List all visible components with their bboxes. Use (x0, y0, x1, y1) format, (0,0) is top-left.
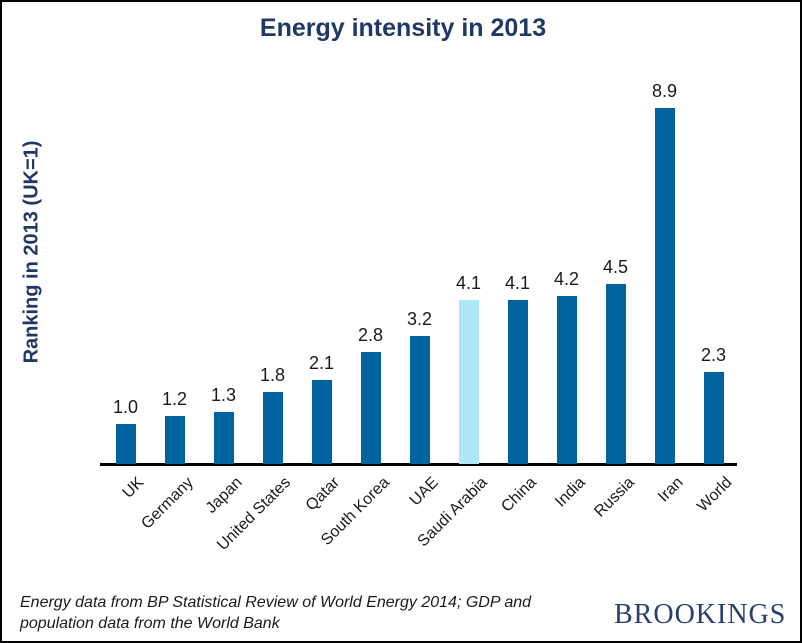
bar-saudi-arabia (458, 300, 479, 464)
bar-iran (654, 108, 675, 464)
value-label-iran: 8.9 (651, 81, 678, 101)
value-label-india: 4.2 (553, 269, 580, 289)
value-label-japan: 1.3 (210, 385, 237, 405)
value-label-saudi-arabia: 4.1 (455, 273, 482, 293)
value-label-united-states: 1.8 (259, 365, 286, 385)
bar-japan (213, 412, 234, 464)
bar-united-states (262, 392, 283, 464)
brookings-logo: BROOKINGS (614, 599, 787, 630)
category-label-germany: Germany (137, 474, 197, 533)
category-label-iran: Iran (654, 474, 687, 506)
value-label-china: 4.1 (504, 273, 531, 293)
value-label-russia: 4.5 (602, 257, 629, 277)
category-label-uk: UK (119, 474, 148, 502)
value-label-south-korea: 2.8 (357, 325, 384, 345)
bar-uae (409, 336, 430, 464)
category-label-china: China (497, 474, 540, 516)
category-label-qatar: Qatar (303, 474, 344, 515)
chart-title: Energy intensity in 2013 (259, 14, 547, 42)
x-axis-line (100, 463, 737, 466)
value-label-uae: 3.2 (406, 309, 433, 329)
bar-china (507, 300, 528, 464)
value-label-uk: 1.0 (112, 397, 139, 417)
bar-germany (164, 416, 185, 464)
category-label-world: World (694, 474, 736, 516)
category-label-uae: UAE (406, 474, 442, 510)
bar-india (556, 296, 577, 464)
bar-qatar (311, 380, 332, 464)
bar-russia (605, 284, 626, 464)
category-label-india: India (551, 474, 589, 511)
bar-world (703, 372, 724, 464)
source-note: Energy data from BP Statistical Review o… (20, 594, 532, 632)
value-label-germany: 1.2 (161, 389, 188, 409)
value-label-qatar: 2.1 (308, 353, 335, 373)
bar-uk (115, 424, 136, 464)
value-label-world: 2.3 (700, 345, 727, 365)
bar-south-korea (360, 352, 381, 464)
category-label-russia: Russia (590, 474, 638, 521)
category-label-japan: Japan (202, 474, 246, 517)
